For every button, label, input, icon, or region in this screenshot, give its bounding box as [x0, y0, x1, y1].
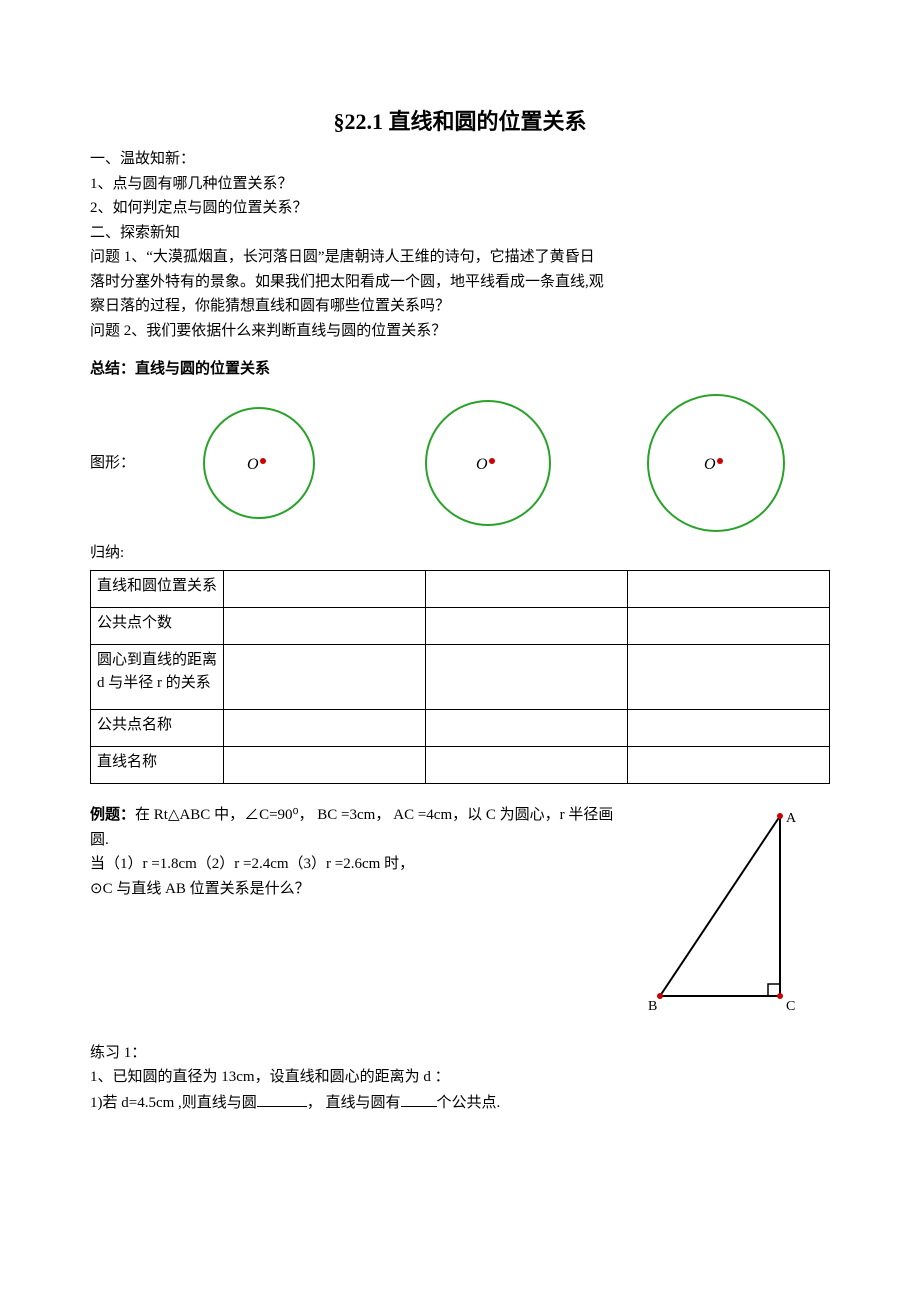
- triangle-figure: A B C: [630, 802, 830, 1024]
- circles-row: 图形： O O O: [90, 391, 830, 536]
- example-label: 例题：: [90, 807, 135, 823]
- section-1-q2: 2、如何判定点与圆的位置关系？: [90, 197, 830, 220]
- row-4-head: 公共点名称: [91, 710, 224, 747]
- table-row: 公共点名称: [91, 710, 830, 747]
- table-row: 公共点个数: [91, 608, 830, 645]
- shapes-label: 图形：: [90, 452, 135, 475]
- section-2-p2: 问题 2、我们要依据什么来判断直线与圆的位置关系？: [90, 320, 830, 343]
- example-body-b: 圆.: [90, 829, 630, 852]
- section-2-p1c: 察日落的过程，你能猜想直线和圆有哪些位置关系吗？: [90, 295, 830, 318]
- practice-p2-c: 个公共点.: [437, 1095, 501, 1111]
- practice-heading: 练习 1：: [90, 1042, 830, 1065]
- circle-2-svg: O: [408, 393, 568, 533]
- guina-label: 归纳:: [90, 542, 830, 565]
- circle-1-svg: O: [184, 398, 334, 528]
- example-block: 例题：在 Rt△ABC 中，∠C=90⁰， BC =3cm， AC =4cm，以…: [90, 802, 830, 1024]
- cell: [224, 747, 426, 784]
- svg-text:A: A: [786, 811, 797, 826]
- example-line-2: 当（1）r =1.8cm（2）r =2.4cm（3）r =2.6cm 时，: [90, 853, 630, 876]
- blank-1: [257, 1091, 307, 1107]
- section-1-q1: 1、点与圆有哪几种位置关系？: [90, 173, 830, 196]
- svg-text:C: C: [786, 999, 795, 1014]
- svg-text:O: O: [247, 456, 259, 473]
- svg-text:O: O: [476, 456, 488, 473]
- practice-p1: 1、已知圆的直径为 13cm，设直线和圆心的距离为 d ：: [90, 1066, 830, 1089]
- example-line-3: ⊙C 与直线 AB 位置关系是什么？: [90, 878, 630, 901]
- example-line-1: 例题：在 Rt△ABC 中，∠C=90⁰， BC =3cm， AC =4cm，以…: [90, 804, 630, 827]
- cell: [224, 571, 426, 608]
- triangle-svg: A B C: [630, 806, 810, 1016]
- cell: [628, 571, 830, 608]
- cell: [426, 608, 628, 645]
- section-1-heading: 一、温故知新：: [90, 148, 830, 171]
- svg-text:O: O: [704, 456, 716, 473]
- circle-2: O: [373, 393, 601, 533]
- section-2-p1a: 问题 1、“大漠孤烟直，长河落日圆”是唐朝诗人王维的诗句，它描述了黄昏日: [90, 246, 830, 269]
- practice-p2-b: ， 直线与圆有: [307, 1095, 401, 1111]
- row-3-head: 圆心到直线的距离 d 与半径 r 的关系: [91, 645, 224, 710]
- page-title: §22.1 直线和圆的位置关系: [90, 105, 830, 138]
- cell: [426, 571, 628, 608]
- circle-3-svg: O: [631, 391, 801, 536]
- section-2-heading: 二、探索新知: [90, 222, 830, 245]
- table-row: 圆心到直线的距离 d 与半径 r 的关系: [91, 645, 830, 710]
- summary-table: 直线和圆位置关系 公共点个数 圆心到直线的距离 d 与半径 r 的关系 公共点名…: [90, 570, 830, 784]
- cell: [426, 645, 628, 710]
- summary-heading: 总结：直线与圆的位置关系: [90, 358, 830, 381]
- cell: [628, 645, 830, 710]
- practice-p2-a: 1)若 d=4.5cm ,则直线与圆: [90, 1095, 257, 1111]
- cell: [628, 710, 830, 747]
- cell: [426, 747, 628, 784]
- cell: [628, 747, 830, 784]
- cell: [224, 608, 426, 645]
- example-body-a: 在 Rt△ABC 中，∠C=90⁰， BC =3cm， AC =4cm，以 C …: [135, 807, 613, 823]
- svg-text:B: B: [648, 999, 657, 1014]
- cell: [426, 710, 628, 747]
- circle-3: O: [602, 391, 830, 536]
- section-2-p1b: 落时分塞外特有的景象。如果我们把太阳看成一个圆，地平线看成一条直线,观: [90, 271, 830, 294]
- table-row: 直线名称: [91, 747, 830, 784]
- cell: [224, 645, 426, 710]
- row-2-head: 公共点个数: [91, 608, 224, 645]
- cell: [224, 710, 426, 747]
- cell: [628, 608, 830, 645]
- table-row: 直线和圆位置关系: [91, 571, 830, 608]
- blank-2: [401, 1091, 437, 1107]
- circle-1: O: [145, 398, 373, 528]
- row-1-head: 直线和圆位置关系: [91, 571, 224, 608]
- practice-p2: 1)若 d=4.5cm ,则直线与圆 ， 直线与圆有 个公共点.: [90, 1091, 830, 1115]
- row-5-head: 直线名称: [91, 747, 224, 784]
